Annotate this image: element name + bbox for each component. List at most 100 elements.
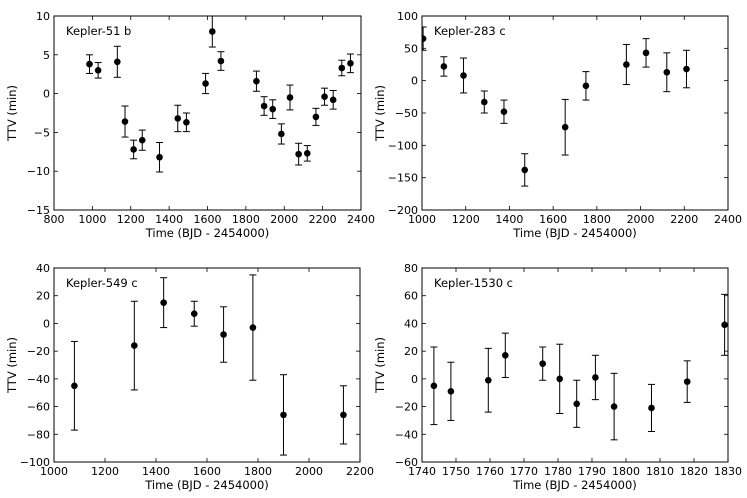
panel-title: Kepler-1530 c (434, 276, 513, 290)
data-point (269, 105, 277, 113)
x-tick-label: 1780 (544, 465, 572, 478)
x-tick-label: 1800 (232, 213, 260, 226)
x-tick-label: 2200 (309, 213, 337, 226)
x-tick-label: 1790 (578, 465, 606, 478)
y-tick-label: 20 (36, 290, 50, 303)
data-point (130, 146, 137, 153)
data-point (253, 77, 260, 85)
data-series (85, 16, 354, 173)
y-tick-label: −40 (27, 373, 50, 386)
chart-panel-3: 1000 1200 1400 1600 1800 2000 2200 −100 −80 −60 −4… (5, 262, 374, 492)
x-tick-label: 1600 (193, 465, 221, 478)
y-tick-label: 20 (404, 345, 418, 358)
x-tick-label: 1000 (78, 213, 106, 226)
data-series (422, 26, 690, 187)
x-tick-label: 1200 (91, 465, 119, 478)
x-tick-label: 1770 (510, 465, 538, 478)
y-tick-label: 40 (404, 317, 418, 330)
data-point (329, 96, 337, 104)
y-tick-label: −80 (27, 428, 50, 441)
data-point (278, 130, 285, 138)
data-point (220, 331, 227, 338)
x-tick-label: 2200 (346, 465, 374, 478)
data-point (623, 61, 630, 68)
data-point (683, 378, 691, 385)
x-tick-label: 2400 (714, 213, 742, 226)
plot-frame (421, 15, 729, 211)
chart-panel-4: 1740 1750 1760 1770 1780 1790 1800 1810 1820 1830… (373, 262, 742, 492)
y-axis-label: TTV (min) (5, 85, 19, 142)
y-tick-label: −20 (395, 401, 418, 414)
panel-title: Kepler-549 c (66, 276, 138, 290)
x-tick-label: 800 (44, 213, 65, 226)
data-point (131, 342, 138, 349)
x-tick-label: 1800 (612, 465, 640, 478)
x-tick-label: 1200 (452, 213, 480, 226)
y-tick-label: −5 (34, 126, 50, 139)
panel-title: Kepler-51 b (66, 24, 131, 38)
data-point (480, 98, 488, 106)
x-tick-label: 1760 (476, 465, 504, 478)
y-tick-label: 0 (411, 373, 418, 386)
x-tick-label: 2400 (347, 213, 375, 226)
data-point (663, 68, 671, 76)
data-point (321, 93, 328, 101)
x-tick-label: 1000 (40, 465, 68, 478)
x-tick-label: 1750 (442, 465, 470, 478)
y-tick-label: −10 (27, 165, 50, 178)
y-tick-label: 50 (404, 42, 418, 55)
data-point (260, 102, 268, 110)
chart-panel-1: 800 1000 1200 1400 1600 1800 2000 2200 2400 −15 −1… (5, 10, 375, 240)
x-tick-label: 1830 (714, 465, 742, 478)
data-point (573, 400, 580, 408)
x-tick-label: 1400 (155, 213, 183, 226)
data-point (249, 324, 257, 331)
y-tick-label: −150 (388, 172, 418, 185)
data-point (160, 299, 167, 306)
x-tick-label: 1810 (646, 465, 674, 478)
data-point (183, 119, 190, 126)
x-tick-label: 2200 (670, 213, 698, 226)
data-point (556, 375, 563, 383)
data-point (721, 321, 728, 329)
data-point (592, 374, 599, 381)
y-axis-label: TTV (min) (373, 85, 387, 142)
y-tick-label: −100 (20, 456, 50, 469)
data-point (340, 411, 347, 419)
y-tick-label: 60 (404, 290, 418, 303)
data-point (156, 153, 163, 161)
data-point (440, 63, 448, 70)
y-tick-label: −60 (395, 456, 418, 469)
data-point (86, 60, 93, 68)
data-point (610, 403, 618, 410)
data-point (347, 60, 354, 67)
data-point (94, 67, 102, 74)
x-tick-label: 1740 (408, 465, 436, 478)
y-tick-label: −20 (27, 345, 50, 358)
x-axis-label: Time (BJD - 2454000) (512, 226, 637, 240)
data-series (70, 274, 347, 456)
x-tick-label: 1800 (244, 465, 272, 478)
y-tick-label: 80 (404, 262, 418, 275)
data-point (138, 136, 146, 144)
y-tick-label: −50 (395, 107, 418, 120)
x-tick-label: 1400 (495, 213, 523, 226)
x-axis-label: Time (BJD - 2454000) (512, 478, 637, 492)
data-point (286, 94, 294, 101)
x-tick-label: 2000 (270, 213, 298, 226)
data-point (190, 310, 198, 318)
data-point (642, 49, 650, 57)
panel-title: Kepler-283 c (434, 24, 506, 38)
data-point (683, 65, 690, 73)
x-tick-label: 1400 (142, 465, 170, 478)
data-point (217, 57, 225, 65)
x-tick-label: 1800 (583, 213, 611, 226)
x-tick-label: 1000 (408, 213, 436, 226)
data-point (280, 411, 287, 419)
data-point (561, 123, 569, 131)
y-tick-label: −15 (27, 204, 50, 217)
x-tick-label: 1820 (680, 465, 708, 478)
x-axis-label: Time (BJD - 2454000) (145, 226, 270, 240)
chart-panel-2: 1000 1200 1400 1600 1800 2000 2200 2400−200−150… (373, 10, 742, 240)
